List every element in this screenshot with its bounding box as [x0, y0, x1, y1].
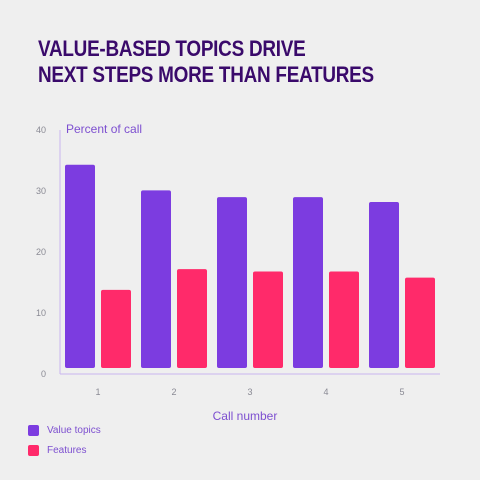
bar-value-topics-5 — [369, 201, 399, 368]
bar-features-5 — [405, 277, 435, 368]
chart-title-line-1: VALUE-BASED TOPICS DRIVE — [38, 36, 306, 61]
x-tick-label: 5 — [399, 387, 404, 397]
y-axis-title: Percent of call — [66, 122, 142, 136]
x-tick-label: 2 — [171, 387, 176, 397]
legend-item-features: Features — [28, 444, 101, 456]
bar-features-1 — [101, 289, 131, 368]
legend-label-features: Features — [47, 444, 87, 456]
bar-value-topics-1 — [65, 164, 95, 368]
legend-item-value-topics: Value topics — [28, 424, 101, 436]
chart-title: VALUE-BASED TOPICS DRIVE NEXT STEPS MORE… — [38, 36, 399, 88]
bar-value-topics-3 — [217, 197, 247, 368]
bar-features-4 — [329, 271, 359, 368]
y-tick-label: 40 — [36, 125, 46, 135]
legend-label-value-topics: Value topics — [47, 424, 101, 436]
chart-title-line-2: NEXT STEPS MORE THAN FEATURES — [38, 62, 374, 87]
legend-swatch-value-topics — [28, 424, 39, 436]
x-tick-label: 3 — [247, 387, 252, 397]
y-tick-label: 20 — [36, 247, 46, 257]
legend-swatch-features — [28, 444, 39, 456]
bar-value-topics-4 — [293, 197, 323, 368]
y-tick-label: 10 — [36, 308, 46, 318]
bar-value-topics-2 — [141, 190, 171, 368]
y-tick-label: 30 — [36, 186, 46, 196]
x-axis-title: Call number — [213, 409, 278, 423]
bar-features-2 — [177, 269, 207, 368]
y-tick-label: 0 — [41, 369, 46, 379]
legend: Value topics Features — [28, 424, 101, 464]
x-tick-label: 4 — [323, 387, 328, 397]
x-tick-label: 1 — [95, 387, 100, 397]
bar-features-3 — [253, 271, 283, 368]
